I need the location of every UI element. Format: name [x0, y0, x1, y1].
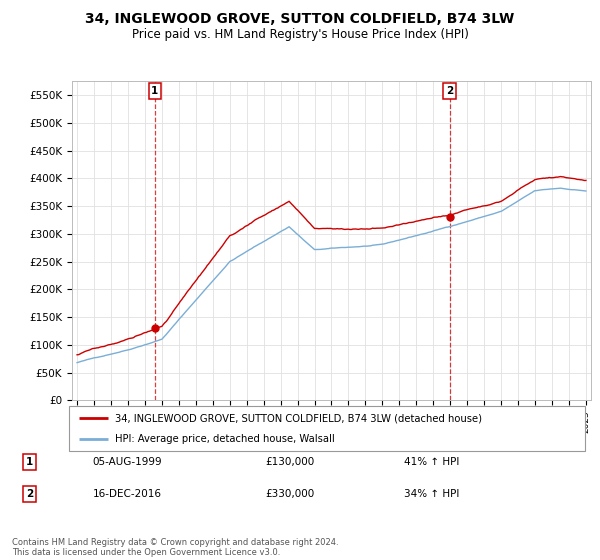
Text: £130,000: £130,000 [265, 457, 314, 467]
Text: 2: 2 [26, 489, 33, 500]
Text: 34, INGLEWOOD GROVE, SUTTON COLDFIELD, B74 3LW (detached house): 34, INGLEWOOD GROVE, SUTTON COLDFIELD, B… [115, 413, 482, 423]
Text: 41% ↑ HPI: 41% ↑ HPI [404, 457, 459, 467]
Text: 1: 1 [151, 86, 158, 96]
Text: 2: 2 [446, 86, 453, 96]
Text: Price paid vs. HM Land Registry's House Price Index (HPI): Price paid vs. HM Land Registry's House … [131, 28, 469, 41]
Text: 16-DEC-2016: 16-DEC-2016 [92, 489, 161, 500]
Text: 34, INGLEWOOD GROVE, SUTTON COLDFIELD, B74 3LW: 34, INGLEWOOD GROVE, SUTTON COLDFIELD, B… [85, 12, 515, 26]
Text: £330,000: £330,000 [265, 489, 314, 500]
FancyBboxPatch shape [69, 406, 585, 451]
Text: 1: 1 [26, 457, 33, 467]
Text: 05-AUG-1999: 05-AUG-1999 [92, 457, 162, 467]
Text: 34% ↑ HPI: 34% ↑ HPI [404, 489, 459, 500]
Text: Contains HM Land Registry data © Crown copyright and database right 2024.
This d: Contains HM Land Registry data © Crown c… [12, 538, 338, 557]
Text: HPI: Average price, detached house, Walsall: HPI: Average price, detached house, Wals… [115, 433, 335, 444]
